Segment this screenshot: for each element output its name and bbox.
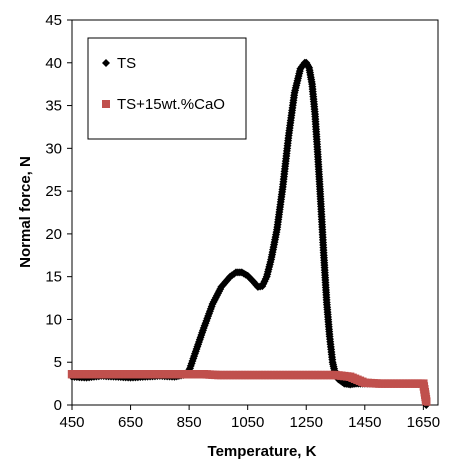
x-tick-label: 450 (59, 414, 84, 431)
x-axis-title: Temperature, K (208, 443, 317, 459)
x-tick-label: 1250 (290, 414, 323, 431)
axes-layer: 450 650 850 1050 1250 1450 1650 0 5 10 15 20 25 30 35 4… (45, 12, 440, 431)
y-axis-title: Normal force, N (17, 156, 34, 268)
y-tick-label: 25 (45, 183, 62, 200)
legend-marker-ts-cao (102, 100, 110, 108)
ts-cao-point (422, 397, 431, 406)
y-tick-label: 15 (45, 269, 62, 286)
y-tick-label: 30 (45, 140, 62, 157)
y-tick-label: 20 (45, 226, 62, 243)
y-tick-label: 45 (45, 12, 62, 29)
x-tick-label: 850 (177, 414, 202, 431)
series-ts-cao (67, 370, 431, 406)
legend-marker-ts (102, 59, 110, 67)
y-tick-label: 5 (54, 354, 62, 371)
y-tick-label: 35 (45, 98, 62, 115)
legend-label: TS+15wt.%CaO (117, 96, 225, 113)
series-layer (67, 58, 431, 409)
legend: TS TS+15wt.%CaO (87, 37, 247, 140)
x-tick-label: 1450 (348, 414, 381, 431)
legend-box (87, 37, 247, 140)
x-tick-label: 650 (118, 414, 143, 431)
x-tick-label: 1650 (407, 414, 440, 431)
plot-area (71, 19, 439, 406)
plot-frame (71, 19, 439, 406)
y-tick-label: 40 (45, 55, 62, 72)
y-tick-label: 0 (54, 397, 62, 414)
x-tick-label: 1050 (231, 414, 264, 431)
legend-label: TS (117, 55, 136, 72)
y-tick-label: 10 (45, 311, 62, 328)
